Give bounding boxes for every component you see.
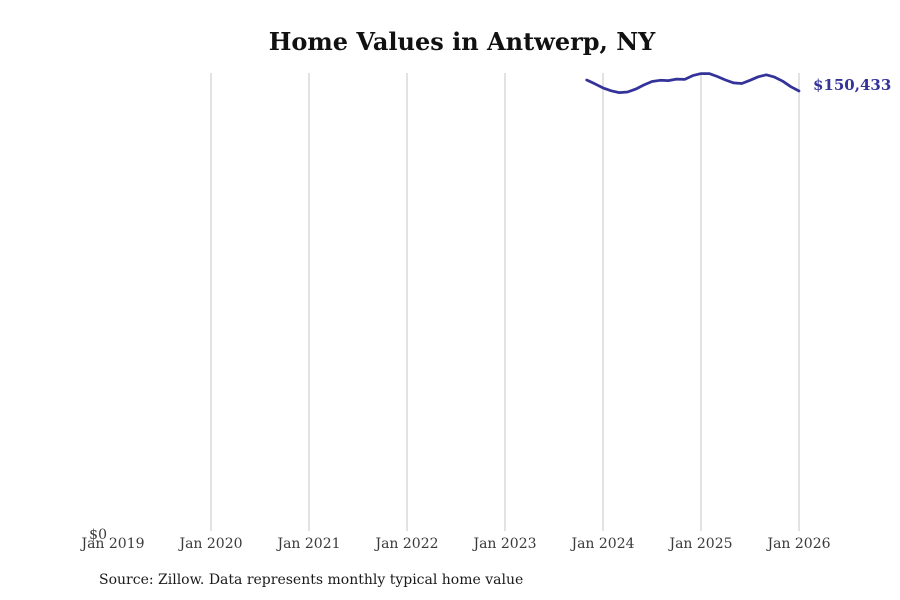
- source-attribution: Source: Zillow. Data represents monthly …: [99, 572, 524, 588]
- x-axis-tick-label: Jan 2025: [669, 536, 733, 552]
- chart-title: Home Values in Antwerp, NY: [268, 27, 656, 56]
- home-value-line: [585, 72, 801, 94]
- x-axis-tick-label: Jan 2021: [277, 536, 341, 552]
- y-axis-zero-label: $0: [89, 527, 107, 543]
- x-axis-tick-label: Jan 2026: [767, 536, 831, 552]
- x-axis: Jan 2019 Jan 2020 Jan 2021 Jan 2022 Jan 2023…: [0, 536, 900, 556]
- x-axis-tick-label: Jan 2022: [375, 536, 439, 552]
- x-axis-tick-label: Jan 2020: [179, 536, 243, 552]
- latest-value-label: $150,433: [813, 76, 892, 94]
- x-axis-tick-label: Jan 2019: [81, 536, 145, 552]
- x-axis-tick-label: Jan 2023: [473, 536, 537, 552]
- x-axis-tick-label: Jan 2024: [571, 536, 635, 552]
